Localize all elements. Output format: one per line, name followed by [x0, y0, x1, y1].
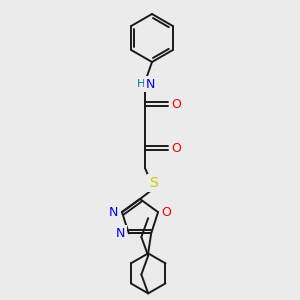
- Text: S: S: [148, 176, 158, 190]
- Text: N: N: [145, 77, 155, 91]
- Text: H: H: [137, 79, 145, 89]
- Text: O: O: [161, 206, 171, 219]
- Text: N: N: [109, 206, 119, 219]
- Text: O: O: [171, 98, 181, 110]
- Text: O: O: [171, 142, 181, 154]
- Text: N: N: [116, 227, 125, 240]
